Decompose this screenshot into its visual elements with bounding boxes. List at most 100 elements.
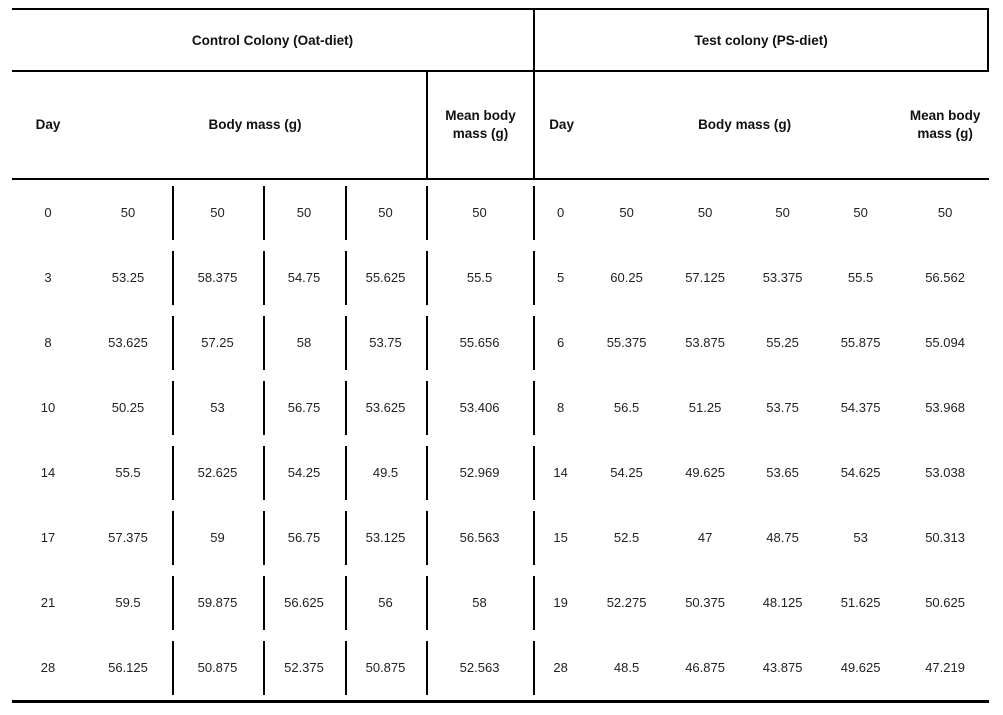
body-mass-table: Control Colony (Oat-diet) Test colony (P… xyxy=(12,8,990,703)
column-header-row: Day Body mass (g) Mean body mass (g) Day… xyxy=(12,72,990,180)
control-mass-cell: 53.25 xyxy=(111,270,145,285)
control-mass-cell: 50.875 xyxy=(345,635,426,700)
control-body-mass-header: Body mass (g) xyxy=(84,72,426,180)
test-mass-cell: 53.65 xyxy=(766,465,799,480)
test-mass-cell: 47 xyxy=(697,530,713,545)
control-day-cell: 3 xyxy=(44,270,52,285)
test-mass-cell: 54.25 xyxy=(610,465,643,480)
table-row: 28 56.125 50.875 52.375 50.875 52.563 28… xyxy=(12,635,989,700)
control-day-header: Day xyxy=(12,72,84,180)
test-mass-cell: 50 xyxy=(853,205,868,220)
test-mass-cell: 53 xyxy=(853,530,868,545)
test-colony-title: Test colony (PS-diet) xyxy=(533,10,990,72)
control-mass-cell: 50.875 xyxy=(172,635,263,700)
control-mass-cell: 52.375 xyxy=(263,635,345,700)
control-mass-cell: 57.375 xyxy=(108,530,148,545)
control-mean-cell: 52.969 xyxy=(426,440,534,505)
control-mass-cell: 50 xyxy=(120,205,136,220)
test-mass-cell: 55.25 xyxy=(766,335,799,350)
test-mean-cell: 56.562 xyxy=(925,270,965,285)
control-mass-cell: 55.5 xyxy=(115,465,141,480)
test-mass-cell: 54.375 xyxy=(840,400,881,415)
test-mass-cell: 49.625 xyxy=(685,465,725,480)
control-mass-cell: 59 xyxy=(172,505,263,570)
control-mass-cell: 50.25 xyxy=(111,400,145,415)
control-mass-cell: 56.75 xyxy=(263,375,345,440)
control-mass-cell: 59.5 xyxy=(115,595,141,610)
control-mass-cell: 56.125 xyxy=(108,660,148,675)
control-day-cell: 10 xyxy=(40,400,56,415)
table-row: 21 59.5 59.875 56.625 56 58 19 52.275 50… xyxy=(12,570,989,635)
test-mass-cell: 50 xyxy=(775,205,790,220)
test-mass-cell: 55.875 xyxy=(840,335,881,350)
table-row: 0 50 50 50 50 50 0 50 50 50 50 50 xyxy=(12,180,989,245)
control-mass-cell: 52.625 xyxy=(172,440,263,505)
control-day-cell: 17 xyxy=(40,530,56,545)
colony-title-row: Control Colony (Oat-diet) Test colony (P… xyxy=(12,10,990,72)
test-mass-cell: 50.375 xyxy=(685,595,725,610)
control-mass-cell: 54.25 xyxy=(263,440,345,505)
table-row: 3 53.25 58.375 54.75 55.625 55.5 5 60.25… xyxy=(12,245,989,310)
test-mean-cell: 53.968 xyxy=(925,400,965,415)
test-mass-cell: 48.125 xyxy=(762,595,803,610)
test-day-cell: 28 xyxy=(533,635,589,700)
test-mass-cell: 51.25 xyxy=(688,400,722,415)
control-mean-cell: 58 xyxy=(426,570,534,635)
control-mass-cell: 50 xyxy=(172,180,263,245)
control-mass-cell: 49.5 xyxy=(345,440,426,505)
test-day-cell: 5 xyxy=(533,245,589,310)
test-mass-cell: 50 xyxy=(697,205,713,220)
test-mass-cell: 46.875 xyxy=(685,660,725,675)
table-row: 14 55.5 52.625 54.25 49.5 52.969 14 54.2… xyxy=(12,440,989,505)
test-mean-cell: 50.313 xyxy=(925,530,965,545)
test-mass-cell: 50 xyxy=(619,205,634,220)
control-mass-cell: 54.75 xyxy=(263,245,345,310)
test-mass-cell: 56.5 xyxy=(613,400,640,415)
control-mass-cell: 53.75 xyxy=(345,310,426,375)
table-row: 17 57.375 59 56.75 53.125 56.563 15 52.5… xyxy=(12,505,989,570)
control-mean-cell: 56.563 xyxy=(426,505,534,570)
control-mass-cell: 50 xyxy=(345,180,426,245)
test-mean-header: Mean body mass (g) xyxy=(901,72,990,180)
test-mass-cell: 51.625 xyxy=(840,595,881,610)
test-mass-cell: 52.5 xyxy=(613,530,640,545)
table-row: 8 53.625 57.25 58 53.75 55.656 6 55.375 … xyxy=(12,310,989,375)
control-mass-cell: 56.625 xyxy=(263,570,345,635)
control-mass-cell: 58 xyxy=(263,310,345,375)
control-mean-cell: 55.5 xyxy=(426,245,534,310)
test-mass-cell: 54.625 xyxy=(840,465,881,480)
control-mean-cell: 53.406 xyxy=(426,375,534,440)
control-mass-cell: 56.75 xyxy=(263,505,345,570)
test-day-cell: 19 xyxy=(533,570,589,635)
test-mass-cell: 52.275 xyxy=(606,595,647,610)
test-day-cell: 15 xyxy=(533,505,589,570)
test-mass-cell: 48.75 xyxy=(766,530,799,545)
test-mass-cell: 48.5 xyxy=(613,660,640,675)
control-mass-cell: 58.375 xyxy=(172,245,263,310)
test-mean-cell: 53.038 xyxy=(925,465,965,480)
control-mass-cell: 53.625 xyxy=(345,375,426,440)
test-mass-cell: 55.5 xyxy=(847,270,874,285)
test-mass-cell: 43.875 xyxy=(762,660,803,675)
test-mean-cell: 50.625 xyxy=(925,595,965,610)
control-mean-cell: 52.563 xyxy=(426,635,534,700)
control-mass-cell: 53.625 xyxy=(108,335,148,350)
control-mass-cell: 57.25 xyxy=(172,310,263,375)
test-mass-cell: 60.25 xyxy=(610,270,643,285)
test-mean-cell: 47.219 xyxy=(925,660,965,675)
control-mass-cell: 53.125 xyxy=(345,505,426,570)
control-mass-cell: 59.875 xyxy=(172,570,263,635)
control-day-cell: 21 xyxy=(40,595,56,610)
control-day-cell: 8 xyxy=(44,335,52,350)
test-mass-cell: 55.375 xyxy=(606,335,647,350)
test-mass-cell: 49.625 xyxy=(840,660,881,675)
control-mass-cell: 56 xyxy=(345,570,426,635)
test-day-header: Day xyxy=(533,72,589,180)
test-day-cell: 14 xyxy=(533,440,589,505)
test-day-cell: 6 xyxy=(533,310,589,375)
control-mass-cell: 53 xyxy=(172,375,263,440)
table-row: 10 50.25 53 56.75 53.625 53.406 8 56.5 5… xyxy=(12,375,989,440)
test-mass-cell: 53.375 xyxy=(762,270,803,285)
test-day-cell: 8 xyxy=(533,375,589,440)
